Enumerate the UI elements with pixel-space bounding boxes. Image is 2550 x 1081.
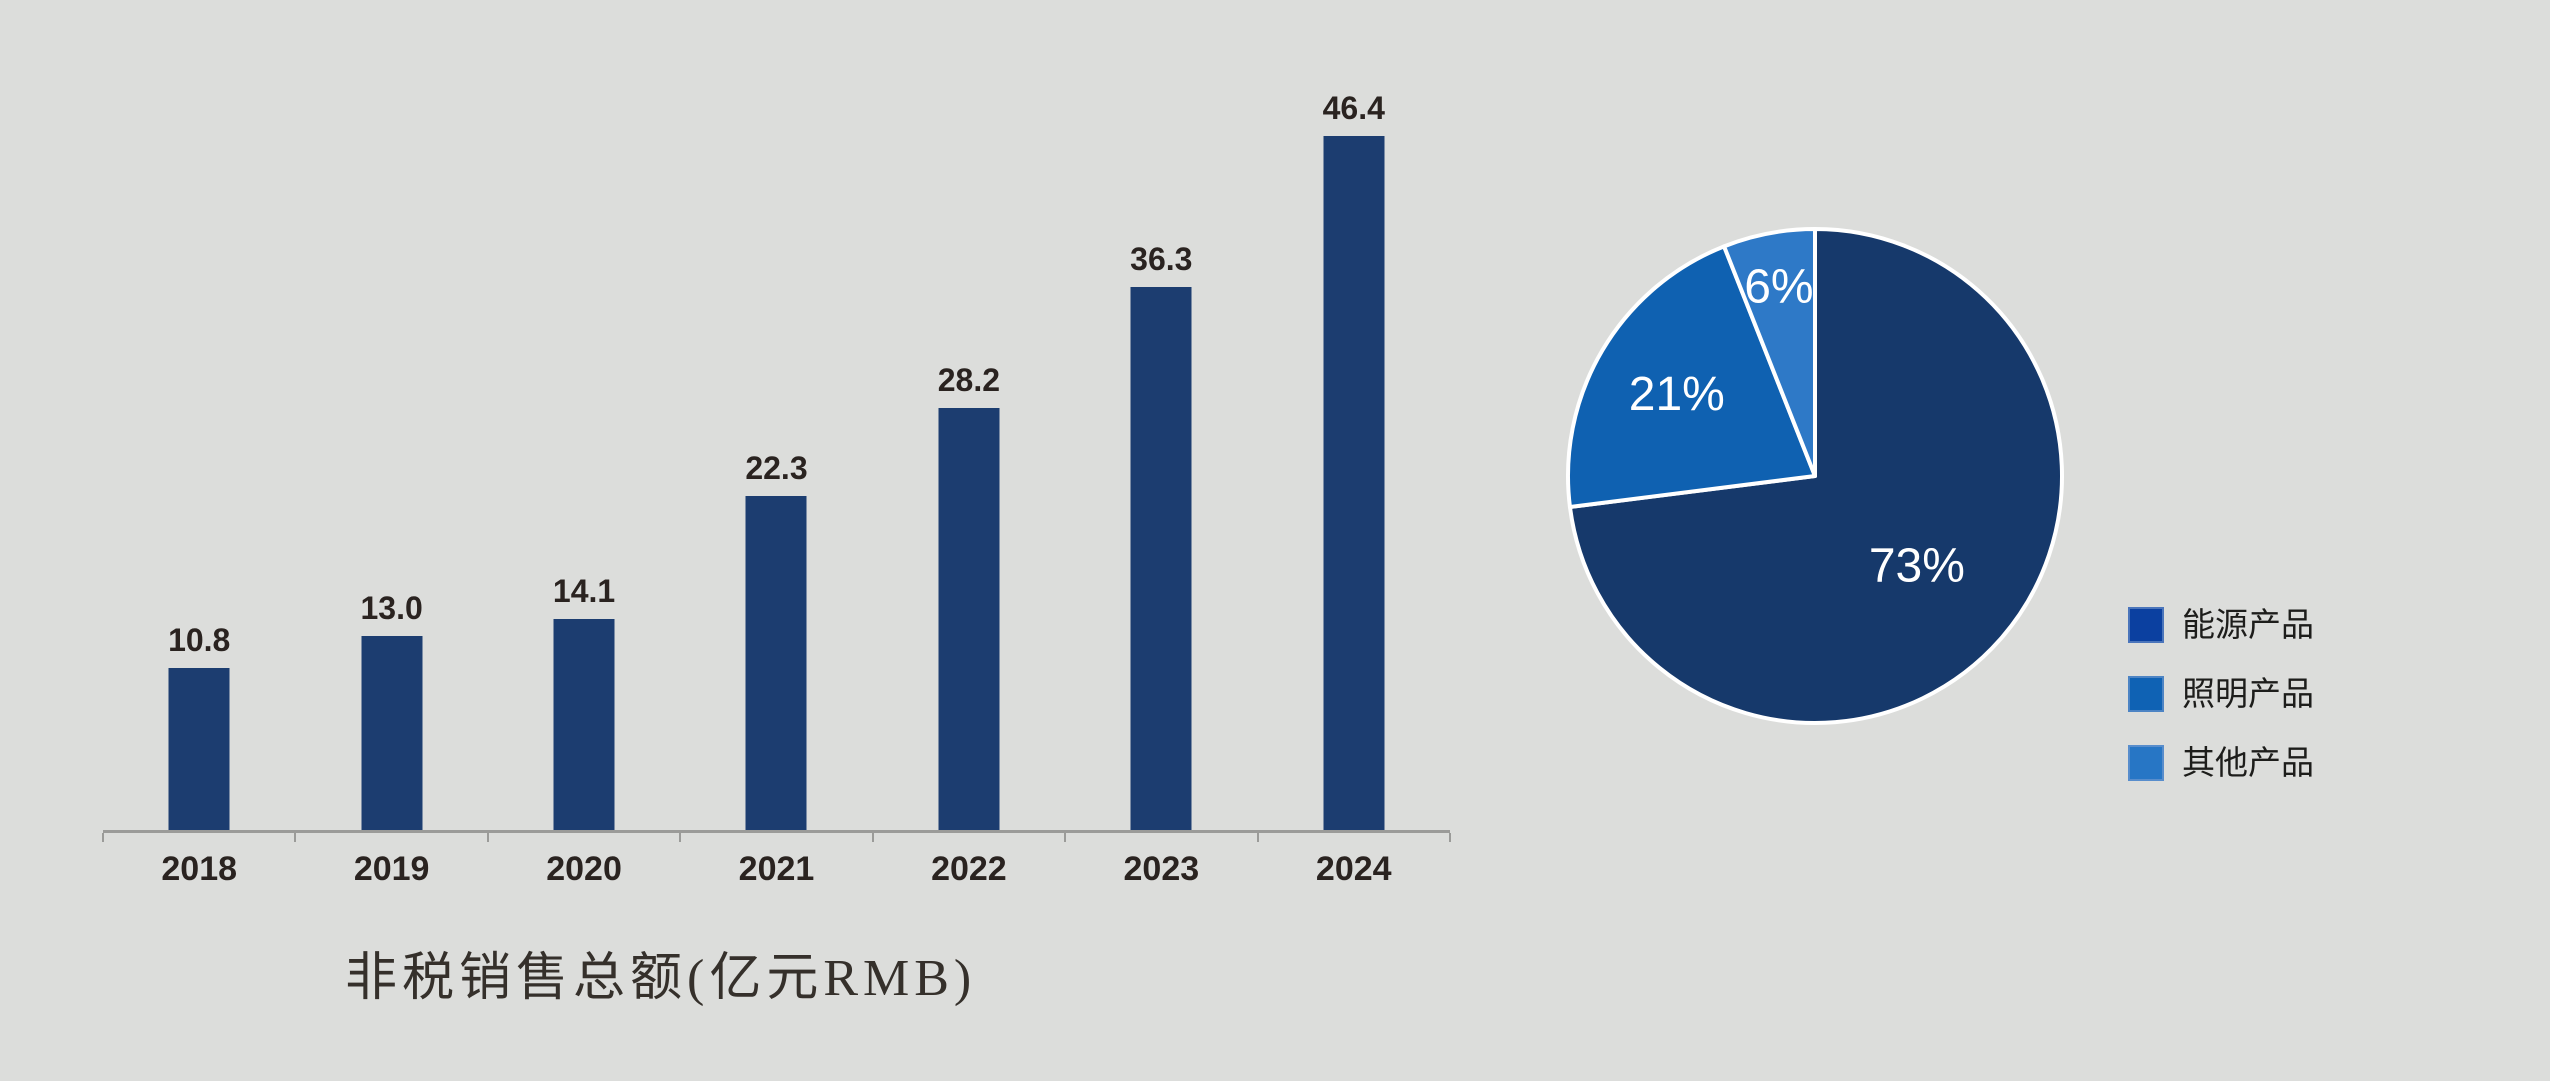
x-axis-label-2023: 2023 xyxy=(1123,850,1200,888)
legend-swatch-其他产品 xyxy=(2128,745,2164,781)
bar-2023 xyxy=(1130,287,1192,830)
x-axis-label-2018: 2018 xyxy=(161,850,238,888)
bar-slot-2018: 10.8 xyxy=(103,112,295,830)
bar-slot-2024: 46.4 xyxy=(1258,92,1450,830)
pie-percent-label-其他产品: 6% xyxy=(1744,260,1813,313)
bar-value-label-2020: 14.1 xyxy=(552,573,616,609)
bar-slot-2022: 28.2 xyxy=(873,112,1065,830)
bar-value-label-2021: 22.3 xyxy=(745,450,808,486)
bar-slot-2023: 36.3 xyxy=(1065,112,1257,830)
x-axis-labels: 2018 2019 2020 2021 2022 2023 2024 xyxy=(103,848,1450,890)
legend-label-其他产品: 其他产品 xyxy=(2182,744,2314,781)
pie-percent-label-照明产品: 21% xyxy=(1629,368,1725,421)
x-axis-tick xyxy=(294,833,297,842)
bar-plot-area: 10.8 13.0 14.1 22.3 28.2 36.3 46.4 xyxy=(103,92,1450,833)
bar-2018 xyxy=(168,668,230,830)
x-axis-tick xyxy=(871,833,874,842)
bar-slot-2020: 14.1 xyxy=(488,112,680,830)
legend-swatch-照明产品 xyxy=(2128,676,2164,712)
x-axis-label-2024: 2024 xyxy=(1315,850,1392,888)
pie-svg: 73% 21% 6% xyxy=(1566,227,2064,725)
bar-2020 xyxy=(553,619,615,830)
x-axis-tick xyxy=(1064,833,1067,842)
bar-2022 xyxy=(938,408,1000,830)
legend-item-照明产品: 照明产品 xyxy=(2128,676,2314,712)
bar-value-label-2018: 10.8 xyxy=(168,622,231,658)
bar-slot-2019: 13.0 xyxy=(295,112,487,830)
bar-2019 xyxy=(361,636,423,830)
x-axis-tick xyxy=(1256,833,1259,842)
pie-percent-label-能源产品: 73% xyxy=(1869,539,1965,592)
bar-value-label-2019: 13.0 xyxy=(360,590,423,626)
legend-label-能源产品: 能源产品 xyxy=(2182,606,2314,643)
legend-item-能源产品: 能源产品 xyxy=(2128,607,2314,643)
legend-item-其他产品: 其他产品 xyxy=(2128,745,2314,781)
x-axis-tick xyxy=(679,833,682,842)
x-axis-tick xyxy=(486,833,489,842)
x-axis-label-2019: 2019 xyxy=(353,850,430,888)
legend-label-照明产品: 照明产品 xyxy=(2182,675,2314,712)
bar-value-label-2023: 36.3 xyxy=(1130,241,1193,277)
bar-value-label-2024: 46.4 xyxy=(1322,90,1385,126)
bar-slot-2021: 22.3 xyxy=(680,112,872,830)
x-axis-label-2022: 2022 xyxy=(931,850,1007,888)
pie-legend: 能源产品照明产品其他产品 xyxy=(2128,607,2314,814)
pie-slice-其他产品 xyxy=(1722,227,1817,478)
x-axis-ticks xyxy=(102,833,1451,843)
x-axis-tick xyxy=(1449,833,1451,842)
bar-value-label-2022: 28.2 xyxy=(937,362,1001,398)
bar-chart-title: 非税销售总额(亿元RMB) xyxy=(345,950,977,1007)
bar-2024 xyxy=(1323,136,1385,830)
pie-slice-照明产品 xyxy=(1566,244,1817,509)
legend-swatch-能源产品 xyxy=(2128,607,2164,643)
x-axis-label-2021: 2021 xyxy=(738,850,815,888)
x-axis-label-2020: 2020 xyxy=(546,850,622,888)
bar-2021 xyxy=(745,496,807,830)
x-axis-tick xyxy=(102,833,104,842)
